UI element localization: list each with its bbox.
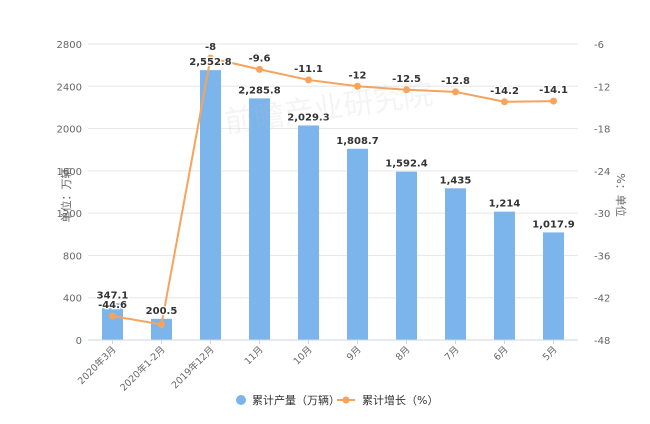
y-left-tick-label: 800: [63, 251, 82, 262]
y-left-tick-label: 1600: [57, 167, 82, 178]
y-left-tick-label: 1200: [57, 209, 82, 220]
y-left-tick-label: 2800: [57, 40, 82, 51]
line-value-label: -44.6: [98, 300, 127, 311]
bar: [494, 211, 515, 340]
x-tick-label: 2019年12月: [169, 344, 217, 392]
y-right-tick-label: -24: [594, 167, 610, 178]
line-value-label: -14.2: [490, 86, 519, 97]
line-point: [207, 54, 214, 62]
x-tick-label: 8月: [394, 344, 413, 363]
y-right-tick-label: -18: [594, 125, 610, 136]
x-tick-label: 7月: [443, 344, 462, 363]
x-tick-label: 11月: [243, 344, 266, 367]
line-value-label: -11.1: [294, 64, 323, 75]
bar: [200, 70, 221, 340]
line-value-label: -9.6: [249, 53, 271, 64]
legend: 累计产量（万辆） 累计增长（%）: [236, 393, 438, 407]
bar: [347, 148, 368, 340]
line-point: [354, 82, 361, 90]
legend-bar-label: 累计产量（万辆）: [252, 393, 340, 407]
grid: [88, 43, 578, 341]
bar: [298, 125, 319, 340]
x-tick-label: 9月: [345, 344, 364, 363]
bar-value-label: 1,017.9: [532, 219, 574, 230]
bar-value-label: 2,552.8: [189, 57, 231, 68]
line-value-label: -12: [348, 70, 366, 81]
bar-value-label: 1,808.7: [336, 136, 378, 147]
bar: [396, 171, 417, 340]
y-axis-right-title: %：单位: [614, 173, 628, 216]
y-axis-left-title: 单位：万辆: [59, 168, 73, 223]
line-point: [109, 312, 116, 320]
legend-bar-marker: [236, 395, 246, 405]
bar: [543, 232, 564, 340]
y-right-tick-label: -6: [594, 40, 604, 51]
line-value-label: -8: [205, 42, 216, 53]
bar-value-label: 1,592.4: [385, 159, 427, 170]
legend-line-dot: [342, 396, 350, 404]
y-left-tick-label: 0: [76, 336, 82, 347]
line-value-label: -12.8: [441, 76, 470, 87]
y-left-tick-label: 400: [63, 294, 82, 305]
line-value-label: -12.5: [392, 74, 421, 85]
bar-series: [102, 70, 564, 341]
x-tick-label: 2020年1-2月: [118, 344, 168, 394]
line-point: [550, 97, 557, 105]
line-point: [452, 88, 459, 96]
y-right-tick-label: -48: [594, 336, 610, 347]
x-tick-label: 6月: [492, 344, 511, 363]
x-tick-label: 5月: [541, 344, 560, 363]
line-point: [158, 320, 165, 328]
line-point: [256, 65, 263, 73]
y-left-tick-label: 2400: [57, 82, 82, 93]
bar-value-label: 200.5: [146, 306, 178, 317]
x-tick-label: 10月: [292, 344, 315, 367]
bar-value-label: 347.1: [97, 290, 129, 301]
bar: [445, 188, 466, 340]
bar: [102, 303, 123, 340]
bar: [249, 98, 270, 341]
bar-value-label: 2,285.8: [238, 85, 280, 96]
y-right-tick-label: -30: [594, 209, 610, 220]
bar-value-label: 1,435: [440, 175, 472, 186]
bar-value-label: 2,029.3: [287, 112, 329, 123]
line-path: [112, 56, 554, 326]
line-series: [109, 54, 557, 328]
y-right-tick-label: -36: [594, 251, 610, 262]
data-labels: 347.1 200.5 2,552.8 2,285.8 2,029.3 1,808.7 1,…: [95, 41, 576, 318]
y-left-tick-label: 2000: [57, 125, 82, 136]
line-point: [305, 76, 312, 84]
line-point: [501, 98, 508, 106]
x-tick-label: 2020年3月: [75, 344, 118, 387]
y-right-tick-label: -12: [594, 82, 610, 93]
y-right-tick-label: -42: [594, 294, 610, 305]
line-point: [403, 86, 410, 94]
line-value-label: -14.1: [539, 85, 568, 96]
legend-line-label: 累计增长（%）: [362, 393, 438, 407]
bar-value-label: 1,214: [489, 199, 521, 210]
